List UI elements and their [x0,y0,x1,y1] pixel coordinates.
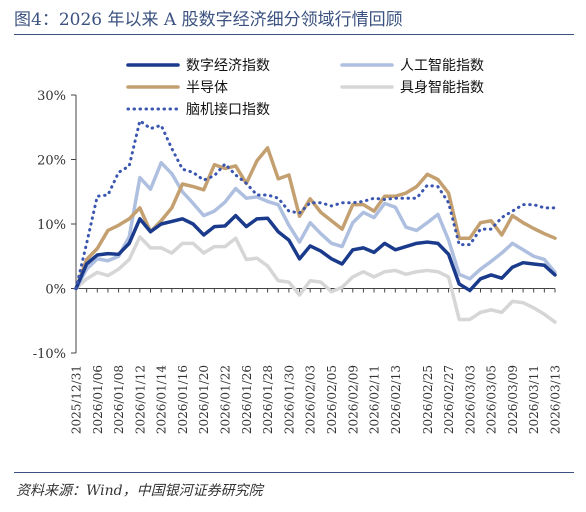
x-tick-label: 2026/01/14 [155,365,169,435]
x-tick-label: 2026/03/11 [527,365,541,434]
x-tick-label: 2026/02/03 [304,365,318,434]
x-tick-label: 2026/02/25 [421,365,435,434]
x-tick-label: 2026/02/09 [346,365,360,434]
x-tick-label: 2026/03/05 [485,365,499,434]
x-tick-label: 2026/01/16 [176,365,190,434]
legend-label: 具身智能指数 [400,80,484,96]
x-tick-label: 2026/01/20 [197,365,211,434]
legend-label: 数字经济指数 [186,58,270,74]
x-tick-label: 2026/03/13 [549,365,563,434]
x-tick-label: 2026/01/06 [91,365,105,434]
chart-series-layer [74,119,557,324]
chart-canvas: -10% 0% 10% 20% 30% 2025/12/31 2026/01/06 2026/… [33,58,563,434]
x-tick-label: 2026/02/11 [368,365,382,434]
x-tick-label: 2026/01/26 [240,365,254,434]
legend-label: 脑机接口指数 [186,101,270,118]
chart-title: 图4：2026 年以来 A 股数字经济细分领域行情回顾 [14,10,403,30]
y-tick-label: 30% [37,89,66,104]
x-tick-label: 2026/01/12 [133,365,147,434]
chart-axes: -10% 0% 10% 20% 30% 2025/12/31 2026/01/06 2026/… [33,89,563,434]
y-tick-label: 10% [37,218,66,233]
footer-rule [14,472,574,473]
series-line-3 [74,235,557,324]
x-tick-label: 2026/01/08 [112,365,126,434]
x-tick-label: 2026/02/05 [325,365,339,434]
y-tick-label: 20% [37,154,66,169]
x-tick-label: 2026/01/28 [261,365,275,434]
x-tick-label: 2026/01/30 [282,365,296,434]
header-rule [14,34,574,35]
source-note: 资料来源：Wind，中国银河证券研究院 [16,483,263,499]
x-tick-label: 2026/01/22 [219,365,233,434]
x-tick-label: 2026/02/27 [442,365,456,434]
series-line-4 [74,119,557,290]
y-tick-label: -10% [33,347,66,362]
legend-label: 半导体 [186,80,228,96]
series-line-1 [74,160,557,291]
x-tick-label: 2026/02/13 [389,365,403,434]
y-tick-label: 0% [45,283,66,298]
x-tick-label: 2026/03/09 [506,365,520,434]
x-tick-label: 2025/12/31 [70,365,84,434]
x-tick-label: 2026/03/03 [463,365,477,434]
series-line-0 [74,213,557,293]
legend-label: 人工智能指数 [400,58,484,74]
